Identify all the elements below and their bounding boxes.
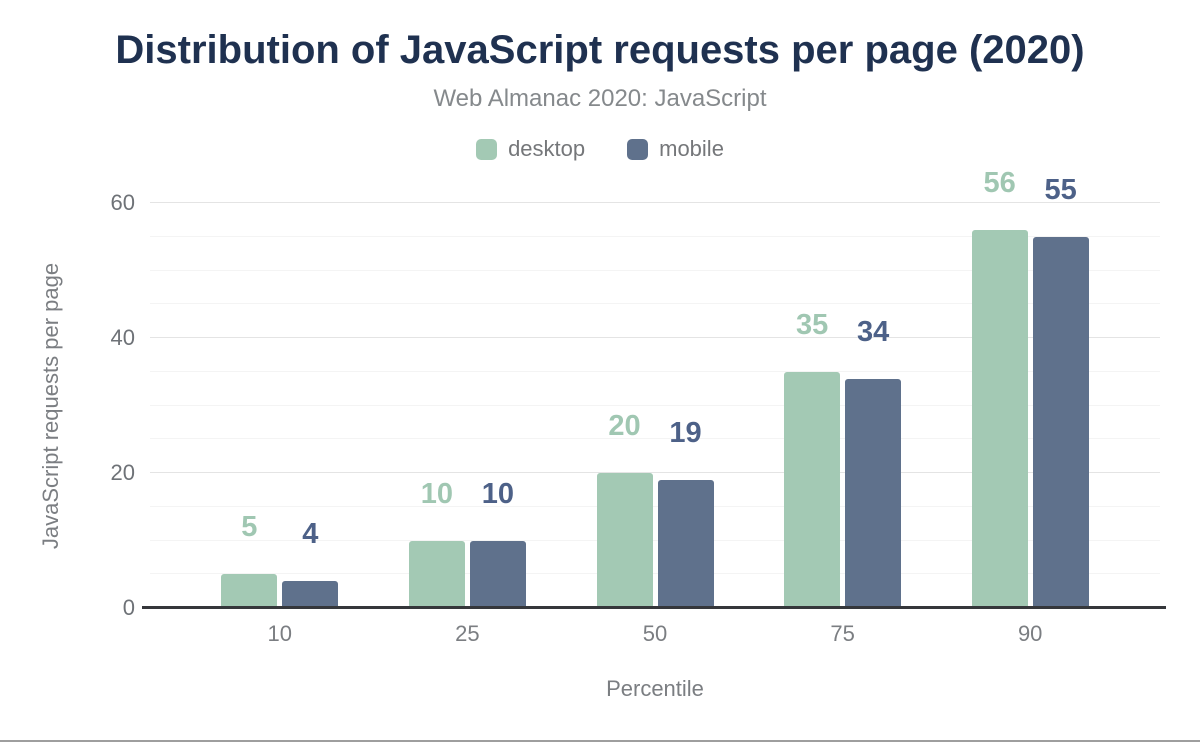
bar-value-desktop-p10: 5 <box>241 511 258 544</box>
legend: desktop mobile <box>0 136 1200 162</box>
bar-mobile-p75 <box>845 378 902 608</box>
legend-swatch-mobile <box>627 138 649 160</box>
gridline-30 <box>150 404 1160 406</box>
gridline-5 <box>150 573 1160 575</box>
bar-value-mobile-p25: 10 <box>481 477 515 510</box>
legend-item-mobile: mobile <box>627 136 724 162</box>
gridline-50 <box>150 269 1160 271</box>
y-tick-label-60: 60 <box>110 190 135 215</box>
gridline-10 <box>150 539 1160 541</box>
gridline-60 <box>150 202 1160 203</box>
bar-desktop-p25 <box>408 540 465 608</box>
bar-mobile-p25 <box>469 540 526 608</box>
gridline-40 <box>150 337 1160 338</box>
gridline-20 <box>150 472 1160 473</box>
gridline-35 <box>150 370 1160 372</box>
bar-value-desktop-p50: 20 <box>608 410 641 442</box>
bar-value-mobile-p75: 34 <box>856 315 890 348</box>
bar-mobile-p90 <box>1032 236 1089 608</box>
bar-desktop-p90 <box>971 230 1028 608</box>
legend-item-desktop: desktop <box>476 136 585 162</box>
y-tick-label-0: 0 <box>122 595 135 620</box>
bar-value-mobile-p90: 55 <box>1044 173 1077 206</box>
gridline-15 <box>150 505 1160 507</box>
chart-title: Distribution of JavaScript requests per … <box>115 28 1085 72</box>
legend-label-mobile: mobile <box>659 136 724 161</box>
y-tick-label-20: 20 <box>110 460 135 485</box>
x-tick-label-90: 90 <box>1017 621 1043 646</box>
x-tick-label-75: 75 <box>830 621 855 646</box>
bar-desktop-p50 <box>596 473 653 608</box>
plot-area: 5 4 10 10 20 19 35 34 56 55 <box>150 169 1160 608</box>
bar-value-desktop-p75: 35 <box>795 308 829 341</box>
bar-value-desktop-p25: 10 <box>420 477 454 510</box>
bar-mobile-p10 <box>282 581 339 608</box>
legend-swatch-desktop <box>476 138 498 160</box>
y-axis-title: JavaScript requests per page <box>38 262 63 550</box>
x-tick-label-50: 50 <box>642 621 668 646</box>
gridline-55 <box>150 235 1160 237</box>
x-axis-line <box>142 606 1166 609</box>
bar-desktop-p10 <box>221 574 278 608</box>
bar-mobile-p50 <box>657 479 714 608</box>
legend-label-desktop: desktop <box>508 136 586 161</box>
bar-value-desktop-p90: 56 <box>983 167 1016 199</box>
y-tick-label-40: 40 <box>110 325 135 350</box>
x-tick-label-10: 10 <box>267 621 293 646</box>
chart-subtitle: Web Almanac 2020: JavaScript <box>433 85 767 112</box>
bar-value-mobile-p50: 19 <box>669 416 702 449</box>
bar-desktop-p75 <box>784 371 841 608</box>
gridline-45 <box>150 303 1160 305</box>
gridline-25 <box>150 438 1160 440</box>
x-tick-label-25: 25 <box>455 621 480 646</box>
x-axis-title: Percentile <box>606 676 704 701</box>
bar-value-mobile-p10: 4 <box>302 518 319 550</box>
